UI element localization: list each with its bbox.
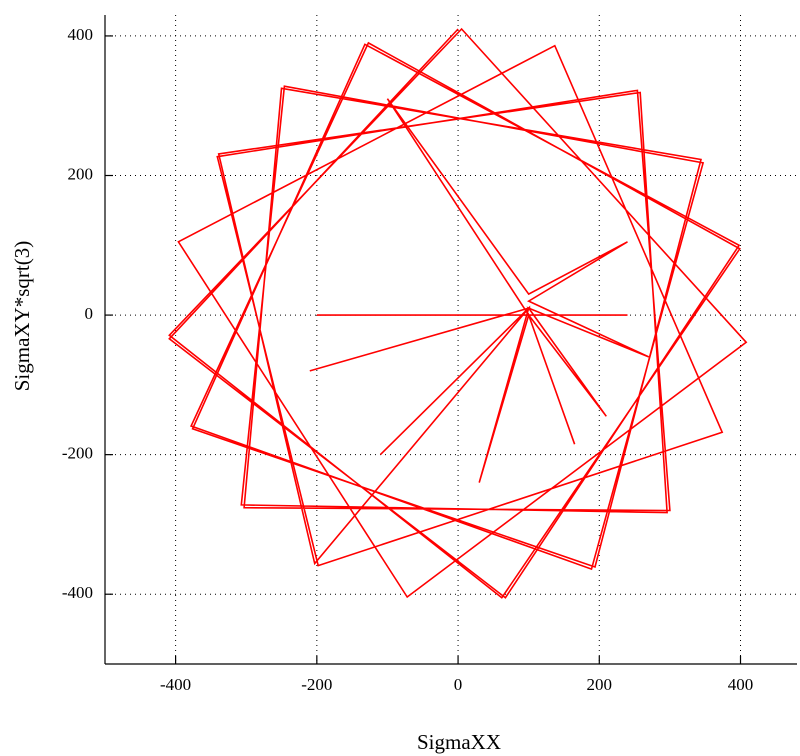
y-tick-label: 200	[68, 164, 94, 183]
x-tick-label: 200	[587, 675, 613, 694]
data-line	[168, 27, 748, 599]
y-tick-label: -200	[62, 444, 93, 463]
x-tick-label: -400	[160, 675, 191, 694]
y-axis-label: SigmaXY*sqrt(3)	[10, 241, 34, 392]
plot-area	[168, 27, 748, 599]
x-tick-label: -200	[301, 675, 332, 694]
x-axis-label: SigmaXX	[417, 730, 501, 754]
x-tick-label: 400	[728, 675, 754, 694]
grid	[105, 15, 797, 664]
x-tick-label: 0	[454, 675, 463, 694]
y-tick-label: 0	[85, 304, 94, 323]
y-tick-label: 400	[68, 25, 94, 44]
y-tick-label: -400	[62, 583, 93, 602]
